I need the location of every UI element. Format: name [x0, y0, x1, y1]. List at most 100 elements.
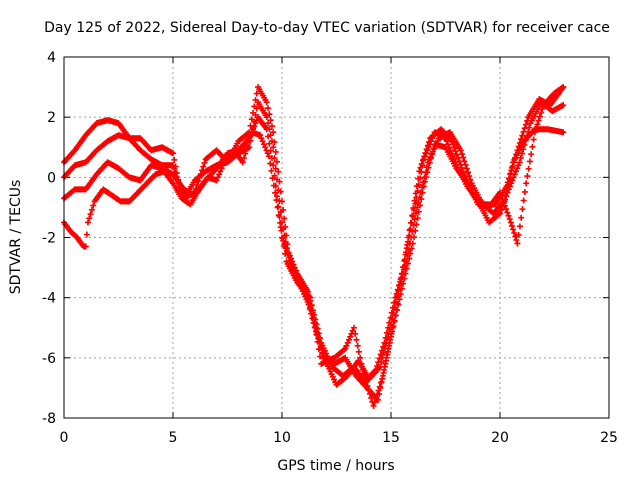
data-point	[275, 168, 282, 175]
data-point	[508, 167, 515, 174]
data-point	[407, 226, 414, 233]
data-point	[380, 369, 387, 376]
data-point	[520, 197, 527, 204]
data-point	[353, 336, 360, 343]
data-point	[349, 327, 356, 334]
tick-labels: 0 5 10 15 20 25 -8 -6 -4 -2 0 2 4	[42, 50, 618, 446]
data-point	[411, 207, 418, 214]
data-point	[457, 147, 464, 154]
data-point	[352, 330, 359, 337]
data-point	[201, 159, 208, 166]
data-point	[378, 379, 385, 386]
data-point	[282, 250, 289, 257]
data-point	[504, 189, 511, 196]
data-point	[535, 117, 542, 124]
data-point	[395, 301, 402, 308]
data-point	[272, 189, 279, 196]
data-point	[317, 343, 324, 350]
data-point	[507, 219, 514, 226]
data-point	[406, 255, 413, 262]
data-point	[519, 206, 526, 213]
data-point	[388, 333, 394, 340]
data-point	[392, 312, 399, 319]
data-point	[262, 144, 269, 151]
data-point	[270, 144, 277, 151]
data-point	[508, 222, 515, 229]
data-point	[449, 138, 456, 145]
data-point	[534, 121, 541, 128]
data-point	[503, 206, 510, 213]
data-point	[244, 142, 251, 149]
x-tick-label: 10	[273, 430, 291, 446]
data-point	[418, 168, 425, 175]
data-point	[443, 138, 450, 145]
data-point	[521, 141, 528, 148]
data-point	[520, 146, 527, 153]
data-point	[522, 121, 529, 128]
data-point	[455, 154, 462, 161]
data-point	[266, 140, 273, 147]
data-point	[497, 210, 503, 217]
data-point	[414, 215, 421, 222]
data-point	[539, 106, 546, 113]
data-point	[523, 180, 530, 187]
data-point	[170, 162, 176, 169]
data-point	[510, 174, 517, 181]
data-point	[83, 231, 90, 238]
data-point	[257, 132, 264, 139]
data-point	[402, 251, 409, 258]
data-point	[514, 147, 521, 154]
y-tick-label: 0	[47, 170, 56, 186]
data-point	[359, 366, 366, 373]
data-point	[415, 199, 422, 206]
x-tick-label: 25	[600, 430, 618, 446]
data-point	[408, 245, 415, 252]
data-point	[270, 129, 277, 136]
data-point	[219, 162, 226, 169]
y-tick-label: -4	[42, 291, 56, 307]
data-point	[196, 174, 203, 181]
data-point	[312, 324, 319, 331]
data-point	[518, 136, 525, 143]
data-point	[218, 165, 225, 172]
data-point	[307, 294, 314, 301]
data-point	[451, 144, 458, 151]
data-point	[528, 151, 535, 158]
data-point	[396, 281, 403, 288]
data-point	[411, 234, 418, 241]
data-point	[426, 159, 433, 166]
data-point	[317, 353, 324, 360]
data-point	[512, 168, 519, 175]
data-point	[344, 339, 351, 346]
data-point	[536, 113, 543, 120]
data-point	[425, 164, 432, 171]
data-point	[270, 182, 277, 189]
data-point	[343, 342, 350, 349]
data-point	[530, 136, 537, 143]
data-point	[354, 342, 361, 349]
data-point	[419, 189, 426, 196]
data-point	[442, 135, 449, 142]
data-point	[277, 219, 284, 226]
data-point	[463, 165, 470, 172]
data-point	[265, 105, 272, 112]
data-point	[379, 375, 386, 382]
x-tick-label: 15	[382, 430, 400, 446]
chart-title: Day 125 of 2022, Sidereal Day-to-day VTE…	[44, 20, 610, 36]
data-point	[400, 280, 407, 287]
data-point	[358, 360, 365, 367]
data-point	[420, 156, 427, 163]
data-point	[384, 335, 391, 342]
data-point	[415, 181, 422, 188]
data-point	[429, 135, 436, 142]
data-point	[394, 293, 401, 300]
data-point	[523, 133, 530, 140]
data-point	[498, 192, 505, 199]
data-point	[413, 221, 420, 228]
data-point	[171, 156, 178, 163]
data-point	[195, 178, 202, 185]
data-point	[265, 133, 272, 140]
data-point	[360, 370, 367, 377]
data-point	[315, 346, 322, 353]
data-point	[509, 163, 516, 170]
